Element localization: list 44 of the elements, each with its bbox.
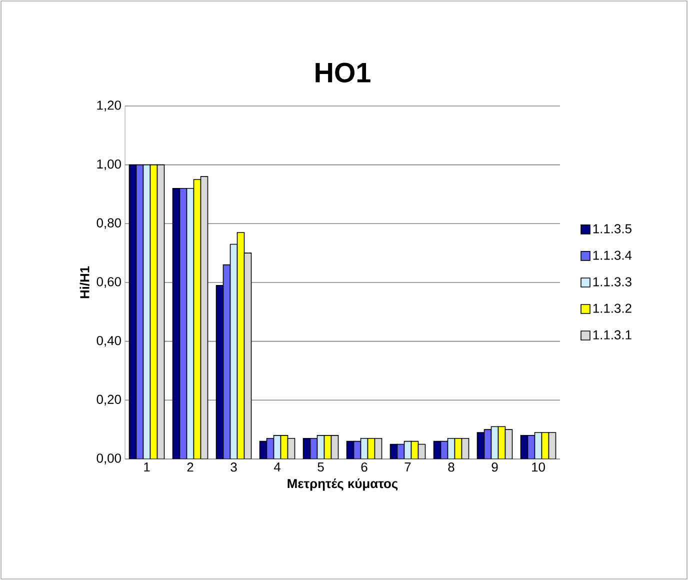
bar <box>230 244 238 459</box>
x-tick-label: 10 <box>532 462 545 472</box>
bar <box>128 164 137 459</box>
bar <box>484 429 492 459</box>
x-tick-label: 5 <box>318 462 324 472</box>
x-tick-label: 4 <box>274 462 280 472</box>
bar <box>142 164 151 459</box>
bar <box>490 426 499 459</box>
x-tick-label: 1 <box>144 462 150 472</box>
bar <box>236 232 245 459</box>
legend-label: 1.1.3.2 <box>593 304 632 313</box>
bar <box>200 176 208 459</box>
y-tick-label: 0,80 <box>96 218 121 229</box>
x-tick-label: 3 <box>230 462 237 472</box>
bar <box>150 164 158 459</box>
y-axis-title: Hi/H1 <box>80 266 90 298</box>
y-tick-label: 0,60 <box>96 277 121 288</box>
bar <box>193 179 202 459</box>
bar <box>244 252 252 459</box>
y-tick-label: 0,40 <box>96 336 121 347</box>
legend-label: 1.1.3.1 <box>593 330 632 340</box>
chart-title: HO1 <box>316 62 370 82</box>
y-tick-label: 0,20 <box>96 394 121 406</box>
x-tick-label: 2 <box>187 462 194 472</box>
x-tick-label: 7 <box>404 462 411 472</box>
bar <box>498 426 506 459</box>
x-axis-title: Μετρητές κύματος <box>288 478 398 491</box>
y-tick-label: 0,00 <box>96 454 121 464</box>
bar <box>222 264 231 459</box>
y-tick-label: 1,00 <box>97 159 121 170</box>
bar <box>504 429 513 459</box>
x-tick-label: 8 <box>448 462 454 472</box>
legend-label: 1.1.3.3 <box>593 277 632 286</box>
legend-label: 1.1.3.5 <box>593 224 632 234</box>
bar <box>172 188 180 459</box>
bar <box>186 188 194 459</box>
bar <box>156 164 165 459</box>
bar <box>216 285 224 459</box>
x-tick-label: 6 <box>361 462 368 472</box>
bar <box>179 188 188 459</box>
legend-label: 1.1.3.4 <box>593 250 632 260</box>
bar <box>136 164 144 459</box>
x-tick-label: 9 <box>492 462 498 472</box>
y-tick-label: 1,20 <box>97 100 121 112</box>
